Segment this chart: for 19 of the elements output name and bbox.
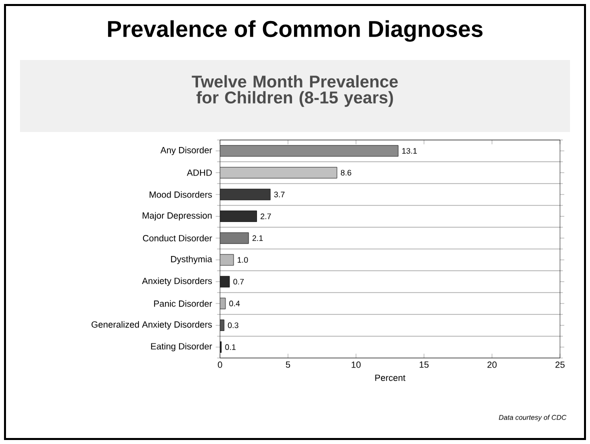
x-tick-label: 25 <box>555 362 565 368</box>
y-tick-label: Eating Disorder <box>151 342 212 352</box>
y-tick-label: Dysthymia <box>171 256 212 264</box>
y-tick-label: Mood Disorders <box>150 191 212 198</box>
x-axis-title: Percent <box>375 374 406 381</box>
y-tick-label: ADHD <box>186 170 212 176</box>
y-tick-label: Any Disorder <box>160 146 212 156</box>
x-tick-label: 20 <box>487 362 497 368</box>
y-tick-label: Major Depression <box>142 212 212 220</box>
chart-title: Prevalence of Common Diagnoses <box>108 20 483 42</box>
x-tick-label: 15 <box>420 362 429 368</box>
chart-subtitle: Twelve Month Prevalence for Children (8-15 years) <box>192 75 398 107</box>
y-tick-label: Anxiety Disorders <box>142 278 212 286</box>
x-tick-label: 10 <box>352 362 361 368</box>
x-tick-label: 5 <box>286 362 290 368</box>
y-tick-label: Generalized Anxiety Disorders <box>92 321 212 330</box>
y-tick-label: Panic Disorder <box>154 300 212 307</box>
y-tick-label: Conduct Disorder <box>142 234 212 242</box>
x-tick-label: 0 <box>218 362 222 368</box>
